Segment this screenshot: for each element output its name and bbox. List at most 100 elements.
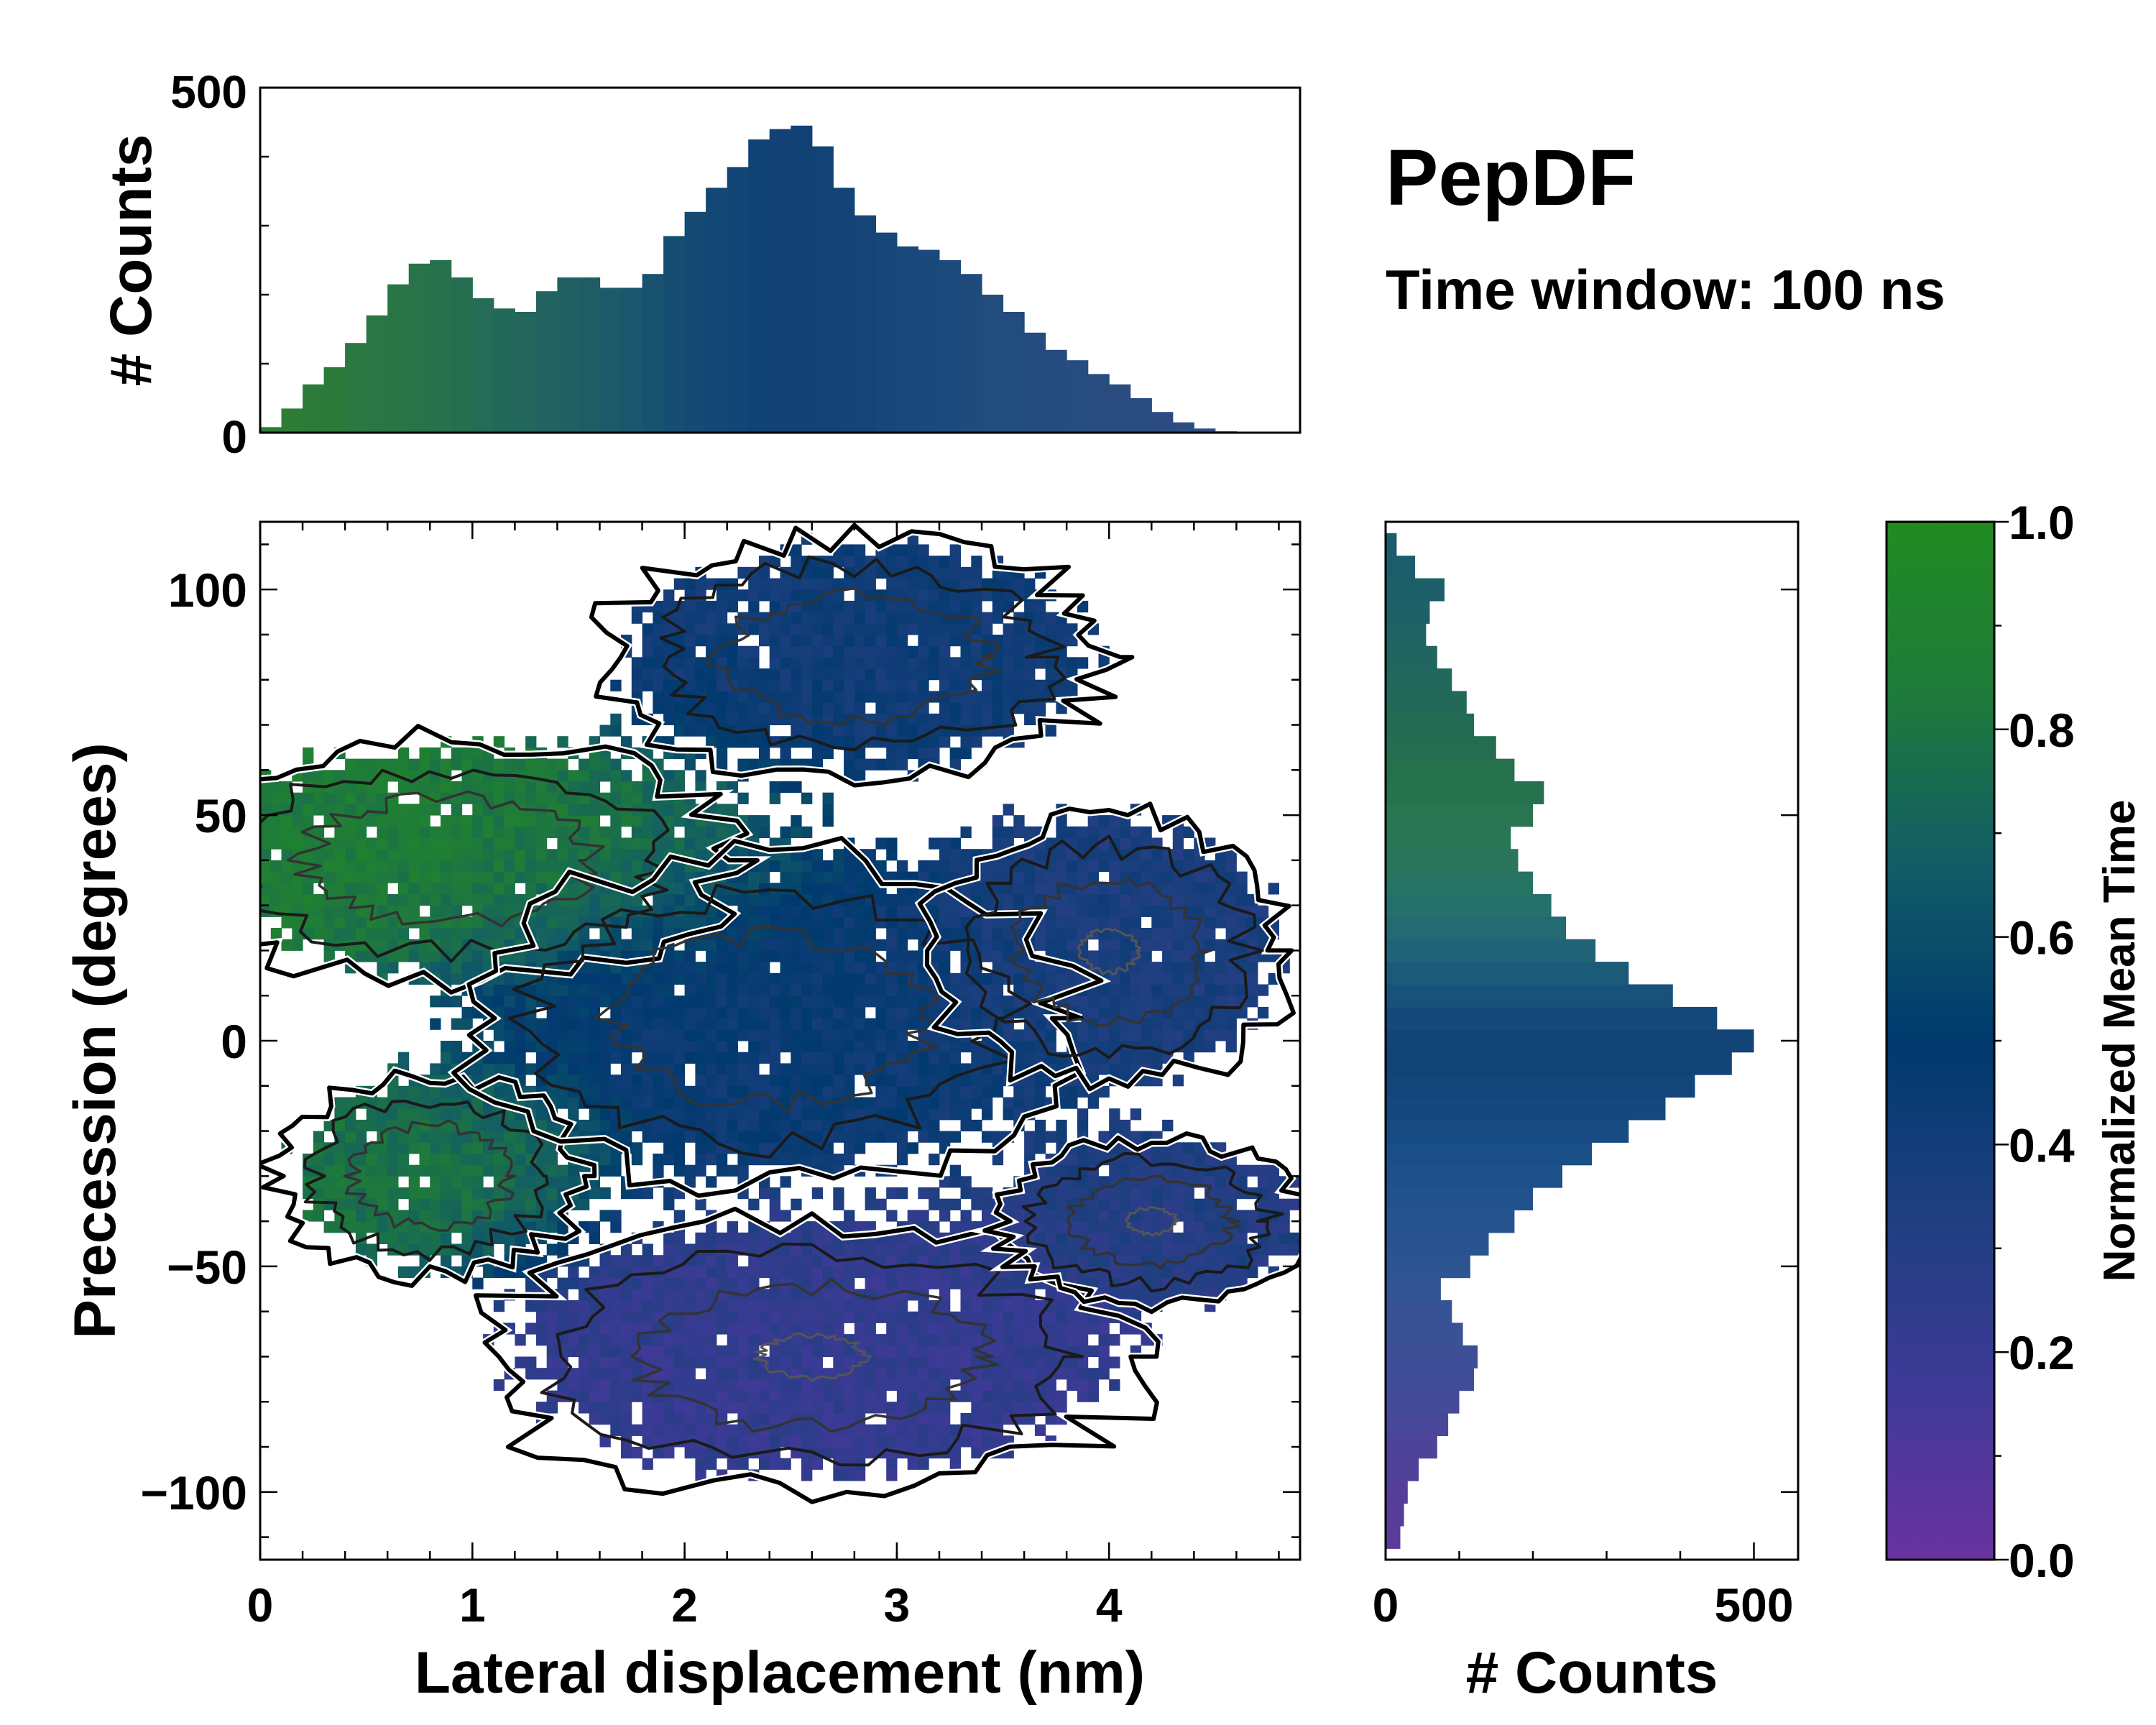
heatmap-cell [1034,962,1046,974]
heatmap-cell [801,578,813,590]
heatmap-cell [759,1435,770,1448]
heatmap-cell [791,1356,802,1368]
heatmap-cell [737,1029,749,1041]
heatmap-cell [419,871,430,883]
heatmap-cell [579,1075,590,1087]
top-hist-bar [387,284,410,433]
heatmap-cell [949,1018,961,1030]
heatmap-cell [653,1356,664,1368]
heatmap-cell [568,770,579,782]
heatmap-cell [854,600,866,613]
heatmap-cell [397,1052,410,1064]
heatmap-cell [737,905,749,917]
heatmap-cell [642,1311,653,1323]
heatmap-cell [1162,1266,1174,1279]
heatmap-cell [886,1469,898,1481]
heatmap-cell [844,928,855,940]
heatmap-cell [1109,916,1120,929]
heatmap-cell [408,849,420,861]
heatmap-cell [811,1075,824,1087]
heatmap-cell [716,1154,728,1166]
heatmap-cell [1077,826,1089,838]
heatmap-cell [653,1334,664,1346]
heatmap-cell [907,679,918,691]
heatmap-cell [579,1198,590,1210]
heatmap-cell [1172,849,1184,861]
heatmap-cell [929,747,940,760]
heatmap-cell [1162,1029,1174,1041]
heatmap-cell [1141,1052,1152,1064]
heatmap-cell [811,1131,824,1143]
heatmap-cell [387,1131,399,1143]
heatmap-cell [397,1187,410,1200]
heatmap-cell [769,939,780,951]
heatmap-cell [610,984,622,996]
heatmap-cell [875,1085,887,1098]
heatmap-cell [865,578,876,590]
heatmap-cell [1034,657,1046,669]
heatmap-cell [886,1075,898,1087]
heatmap-cell [822,578,834,590]
heatmap-cell [791,1379,802,1392]
heatmap-cell [716,1356,728,1368]
heatmap-cell [1172,1266,1184,1279]
heatmap-cell [1098,1085,1110,1098]
heatmap-cell [844,578,855,590]
heatmap-cell [1098,1029,1110,1041]
heatmap-cell [377,894,388,906]
heatmap-cell [1215,939,1227,951]
heatmap-cell [759,668,770,681]
heatmap-cell [748,702,760,714]
heatmap-cell [865,566,876,579]
top-hist-bar [579,277,601,433]
heatmap-cell [822,1435,834,1448]
heatmap-cell [791,589,802,602]
heatmap-cell [918,1368,929,1380]
heatmap-cell [918,1108,929,1121]
heatmap-cell [441,871,452,883]
heatmap-cell [811,645,824,658]
heatmap-cell [1034,883,1046,895]
heatmap-cell [397,1164,410,1177]
heatmap-cell [971,1390,982,1402]
heatmap-cell [801,635,813,647]
heatmap-cell [642,645,653,658]
heatmap-cell [599,1435,611,1448]
heatmap-cell [397,849,410,861]
heatmap-cell [1204,1277,1216,1289]
heatmap-cell [579,905,590,917]
heatmap-cell [929,1119,940,1132]
heatmap-cell [918,691,929,703]
heatmap-cell [387,804,399,816]
heatmap-cell [801,792,813,804]
heatmap-cell [1067,1085,1078,1098]
heatmap-cell [1120,1119,1131,1132]
heatmap-cell [684,1006,696,1019]
heatmap-cell [451,1041,463,1053]
heatmap-cell [695,1041,706,1053]
heatmap-cell [875,1243,887,1256]
heatmap-cell [865,928,876,940]
heatmap-cell [1120,1006,1131,1019]
heatmap-cell [1013,1379,1025,1392]
heatmap-cell [1003,1345,1014,1357]
heatmap-cell [663,1232,675,1244]
heatmap-cell [844,939,855,951]
heatmap-cell [610,1085,622,1098]
heatmap-cell [599,1052,611,1064]
heatmap-cell [684,950,696,962]
heatmap-cell [1172,928,1184,940]
heatmap-cell [706,645,717,658]
heatmap-cell [759,928,770,940]
heatmap-cell [907,657,918,669]
heatmap-cell [579,826,590,838]
heatmap-cell [599,758,611,770]
heatmap-cell [1067,995,1078,1008]
heatmap-cell [801,1108,813,1121]
heatmap-cell [451,995,463,1008]
heatmap-cell [960,668,972,681]
heatmap-cell [1204,962,1216,974]
heatmap-cell [1194,905,1205,917]
heatmap-cell [960,1266,972,1279]
heatmap-cell [854,1243,866,1256]
